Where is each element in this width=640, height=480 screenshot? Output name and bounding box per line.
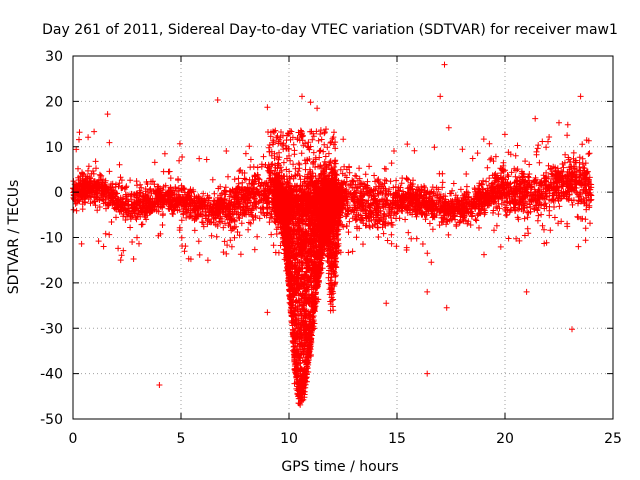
- data-point: [493, 203, 500, 210]
- data-point: [568, 170, 575, 177]
- data-point: [476, 189, 483, 196]
- chart-title: Day 261 of 2011, Sidereal Day-to-day VTE…: [42, 22, 618, 38]
- data-point: [579, 161, 586, 168]
- data-point: [570, 149, 577, 156]
- data-point: [254, 164, 261, 171]
- data-point: [238, 195, 245, 202]
- data-point: [463, 183, 470, 190]
- data-point: [569, 201, 576, 208]
- data-point: [542, 200, 549, 207]
- data-point: [435, 186, 442, 193]
- data-point: [190, 186, 197, 193]
- data-point: [96, 171, 103, 178]
- data-point: [396, 215, 403, 222]
- data-point: [480, 177, 487, 184]
- data-point: [266, 219, 273, 226]
- data-point: [337, 166, 344, 173]
- data-point: [562, 151, 569, 158]
- data-point: [245, 226, 252, 233]
- data-point: [353, 234, 360, 241]
- data-point: [580, 164, 587, 171]
- data-point: [388, 221, 395, 228]
- data-point: [236, 168, 243, 175]
- data-point: [538, 190, 545, 197]
- data-point: [505, 173, 512, 180]
- data-point: [556, 203, 563, 210]
- data-point: [352, 172, 359, 179]
- data-point: [233, 223, 239, 230]
- data-point: [160, 201, 167, 208]
- data-point: [173, 187, 180, 194]
- data-point: [257, 182, 264, 189]
- data-point: [187, 186, 194, 193]
- data-point: [98, 172, 105, 179]
- data-point: [393, 177, 400, 184]
- data-point: [200, 190, 207, 197]
- data-point: [585, 179, 591, 186]
- data-point: [96, 204, 103, 210]
- data-point: [343, 223, 350, 229]
- data-point: [550, 163, 557, 170]
- data-point: [536, 159, 543, 166]
- data-point: [375, 176, 382, 183]
- data-point: [222, 220, 228, 227]
- data-point: [565, 156, 572, 163]
- data-point: [524, 214, 531, 221]
- data-point: [390, 184, 397, 191]
- data-point: [160, 211, 166, 217]
- data-point: [241, 170, 248, 176]
- data-point: [467, 222, 474, 228]
- data-point: [508, 169, 515, 176]
- data-point: [402, 205, 409, 212]
- data-point: [570, 155, 577, 162]
- data-point: [90, 170, 97, 177]
- data-point: [235, 175, 242, 182]
- data-point: [346, 169, 353, 176]
- data-point: [434, 191, 441, 198]
- data-point: [486, 175, 493, 182]
- data-point: [478, 206, 485, 213]
- data-point: [492, 170, 499, 177]
- data-point: [472, 216, 479, 223]
- data-point: [349, 178, 356, 185]
- data-point: [570, 163, 577, 170]
- data-point: [346, 182, 352, 189]
- data-point: [512, 173, 519, 180]
- data-point: [429, 184, 436, 191]
- data-point: [113, 214, 119, 221]
- data-point: [545, 162, 552, 169]
- data-point: [85, 167, 91, 174]
- data-point: [498, 201, 505, 208]
- grid-lines: [73, 56, 613, 419]
- data-point: [249, 206, 255, 213]
- data-point: [546, 196, 553, 203]
- data-point: [375, 234, 382, 240]
- data-point: [540, 186, 547, 193]
- data-points: [70, 61, 595, 408]
- data-point: [514, 166, 521, 173]
- data-point: [344, 211, 351, 218]
- data-point: [214, 194, 221, 201]
- data-point: [551, 214, 558, 221]
- data-point: [426, 220, 433, 227]
- data-point: [457, 186, 464, 193]
- data-point: [231, 176, 238, 183]
- data-point: [559, 161, 566, 167]
- data-point: [371, 172, 378, 179]
- data-point: [521, 215, 528, 222]
- data-point: [73, 207, 80, 214]
- data-point: [534, 217, 541, 224]
- data-point: [120, 211, 127, 218]
- data-point: [345, 229, 352, 236]
- data-point: [133, 216, 140, 223]
- data-point: [200, 223, 207, 230]
- data-point: [346, 218, 353, 225]
- data-point: [500, 159, 507, 166]
